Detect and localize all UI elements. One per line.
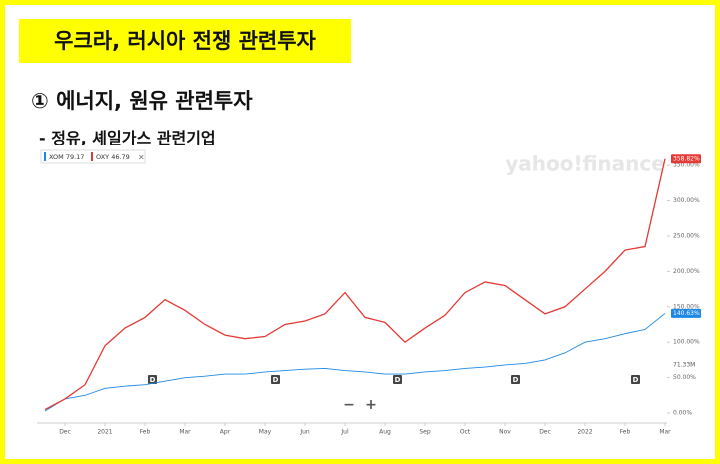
x-tick-label: Dec [59,429,71,436]
x-tick-label: Feb [620,429,631,436]
dividend-badge [271,375,280,384]
x-tick-label: Mar [659,429,671,436]
value-label: 140.63% [673,310,700,317]
value-badge [671,308,701,318]
y-tick-label: 200.00% [673,268,700,275]
y-tick-label: 100.00% [673,339,700,346]
y-tick-label: 300.00% [673,197,700,204]
y-tick-label: 350.00% [673,162,700,169]
dividend-label: D [513,376,519,384]
legend-swatch [44,152,46,161]
value-label: 358.82% [673,155,700,162]
dividend-badge [393,375,402,384]
x-tick-label: Mar [179,429,191,436]
y-tick-label: 250.00% [673,232,700,239]
x-tick-label: Aug [379,429,391,436]
dividend-label: D [633,376,639,384]
y-tick-label: 150.00% [673,303,700,310]
series-line [44,313,666,412]
x-tick-label: Dec [539,429,551,436]
chart: yahoo!finance 0.00% 50.00% 100.00% 150.00% 2… [35,145,707,436]
x-tick-label: Nov [499,429,511,436]
slide-subheading: - 정유, 셰일가스 관련기업 [39,129,216,148]
legend-swatch [91,152,93,161]
x-tick-label: May [259,429,272,436]
series-line [44,158,666,411]
dividend-badge [511,375,520,384]
watermark: yahoo!finance [505,152,665,176]
y-tick-label: 50.00% [673,374,696,381]
zoom-button[interactable]: + [365,397,377,413]
x-tick-label: Feb [140,429,151,436]
dividend-label: D [273,376,279,384]
y-tick-label: 0.00% [673,410,692,417]
volume-label: 71.33M [673,362,695,369]
value-badge [671,154,701,164]
dividend-badge [631,375,640,384]
slide-heading: ① 에너지, 원유 관련투자 [31,89,253,113]
x-tick-label: Jun [299,429,310,436]
dividend-label: D [395,376,401,384]
dividend-badge [148,375,157,384]
legend-close[interactable]: × [138,153,145,162]
x-tick-label: Apr [220,429,231,436]
x-tick-label: 2022 [577,429,592,436]
x-tick-label: 2021 [97,429,112,436]
x-tick-label: Oct [460,429,471,436]
legend-label: OXY 46.79 [96,153,130,161]
slide-title: 우크라, 러시아 전쟁 관련투자 [19,19,351,63]
dividend-label: D [150,376,156,384]
x-tick-label: Jul [340,429,349,436]
legend-label: XOM 79.17 [49,153,84,161]
zoom-button[interactable]: − [343,397,355,413]
chart-background [35,145,707,435]
x-tick-label: Sep [419,429,431,436]
